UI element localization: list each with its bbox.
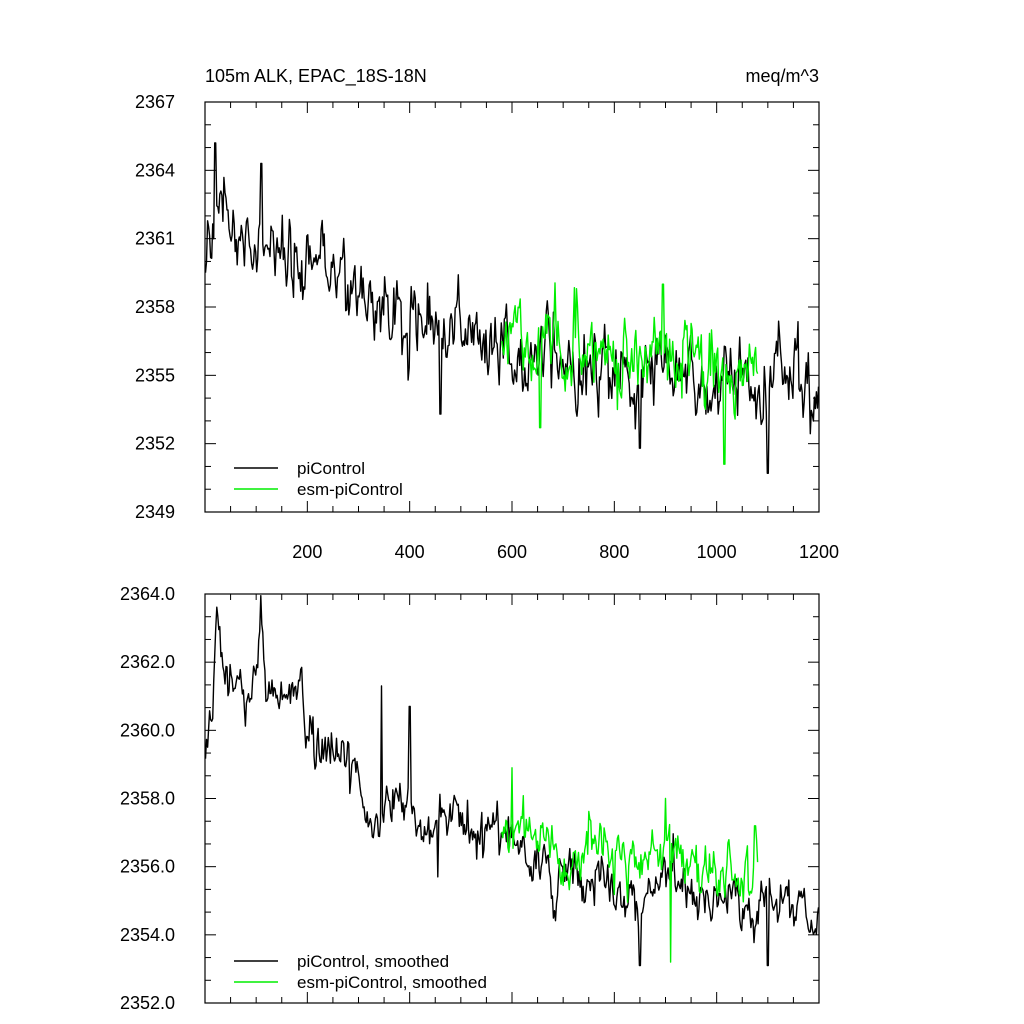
top-panel: 105m ALK, EPAC_18S-18N meq/m^3 234923522… [135,66,839,562]
x-tick-label: 200 [292,542,322,562]
y-tick-label: 2358.0 [120,789,175,809]
x-tick-label: 1200 [799,542,839,562]
legend-label-picontrol: piControl [297,459,365,478]
x-tick-label: 400 [395,542,425,562]
series-line-esm-picontrol-smoothed [501,767,759,963]
series-line-esm-picontrol [501,282,759,465]
y-tick-label: 2352.0 [120,993,175,1013]
y-tick-label: 2356.0 [120,857,175,877]
y-tick-label: 2354.0 [120,925,175,945]
y-tick-label: 2360.0 [120,720,175,740]
bottom-panel: 2352.0 2354.0 2356.0 2358.0 2360.0 2362.0 2364… [120,584,820,1013]
y-tick-label: 2349 [135,502,175,522]
top-y-tick-labels: 2349 2352 2355 2358 2361 2364 2367 [135,92,175,522]
top-x-tick-labels: 200 400 600 800 1000 1200 [292,542,839,562]
y-tick-label: 2352 [135,434,175,454]
x-tick-label: 800 [599,542,629,562]
y-tick-label: 2364.0 [120,584,175,604]
bottom-series-lines [204,595,820,967]
y-tick-label: 2358 [135,297,175,317]
bottom-plot-frame [204,593,820,1004]
bottom-legend: piControl, smoothed esm-piControl, smoot… [234,952,487,992]
top-legend: piControl esm-piControl [234,459,403,499]
top-title-left: 105m ALK, EPAC_18S-18N [205,66,427,87]
y-tick-label: 2367 [135,92,175,112]
series-line-picontrol [204,142,820,474]
legend-label-picontrol-smoothed: piControl, smoothed [297,952,449,971]
top-plot-frame [204,101,820,513]
top-series-lines [204,142,820,474]
x-tick-label: 1000 [697,542,737,562]
y-tick-label: 2362.0 [120,652,175,672]
x-tick-label: 600 [497,542,527,562]
y-tick-label: 2355 [135,365,175,385]
top-tick-marks [204,101,820,513]
top-title-right: meq/m^3 [746,66,819,86]
y-tick-label: 2361 [135,229,175,249]
bottom-y-tick-labels: 2352.0 2354.0 2356.0 2358.0 2360.0 2362.0 2364… [120,584,175,1013]
legend-label-esm-picontrol: esm-piControl [297,480,403,499]
legend-label-esm-picontrol-smoothed: esm-piControl, smoothed [297,973,487,992]
y-tick-label: 2364 [135,160,175,180]
